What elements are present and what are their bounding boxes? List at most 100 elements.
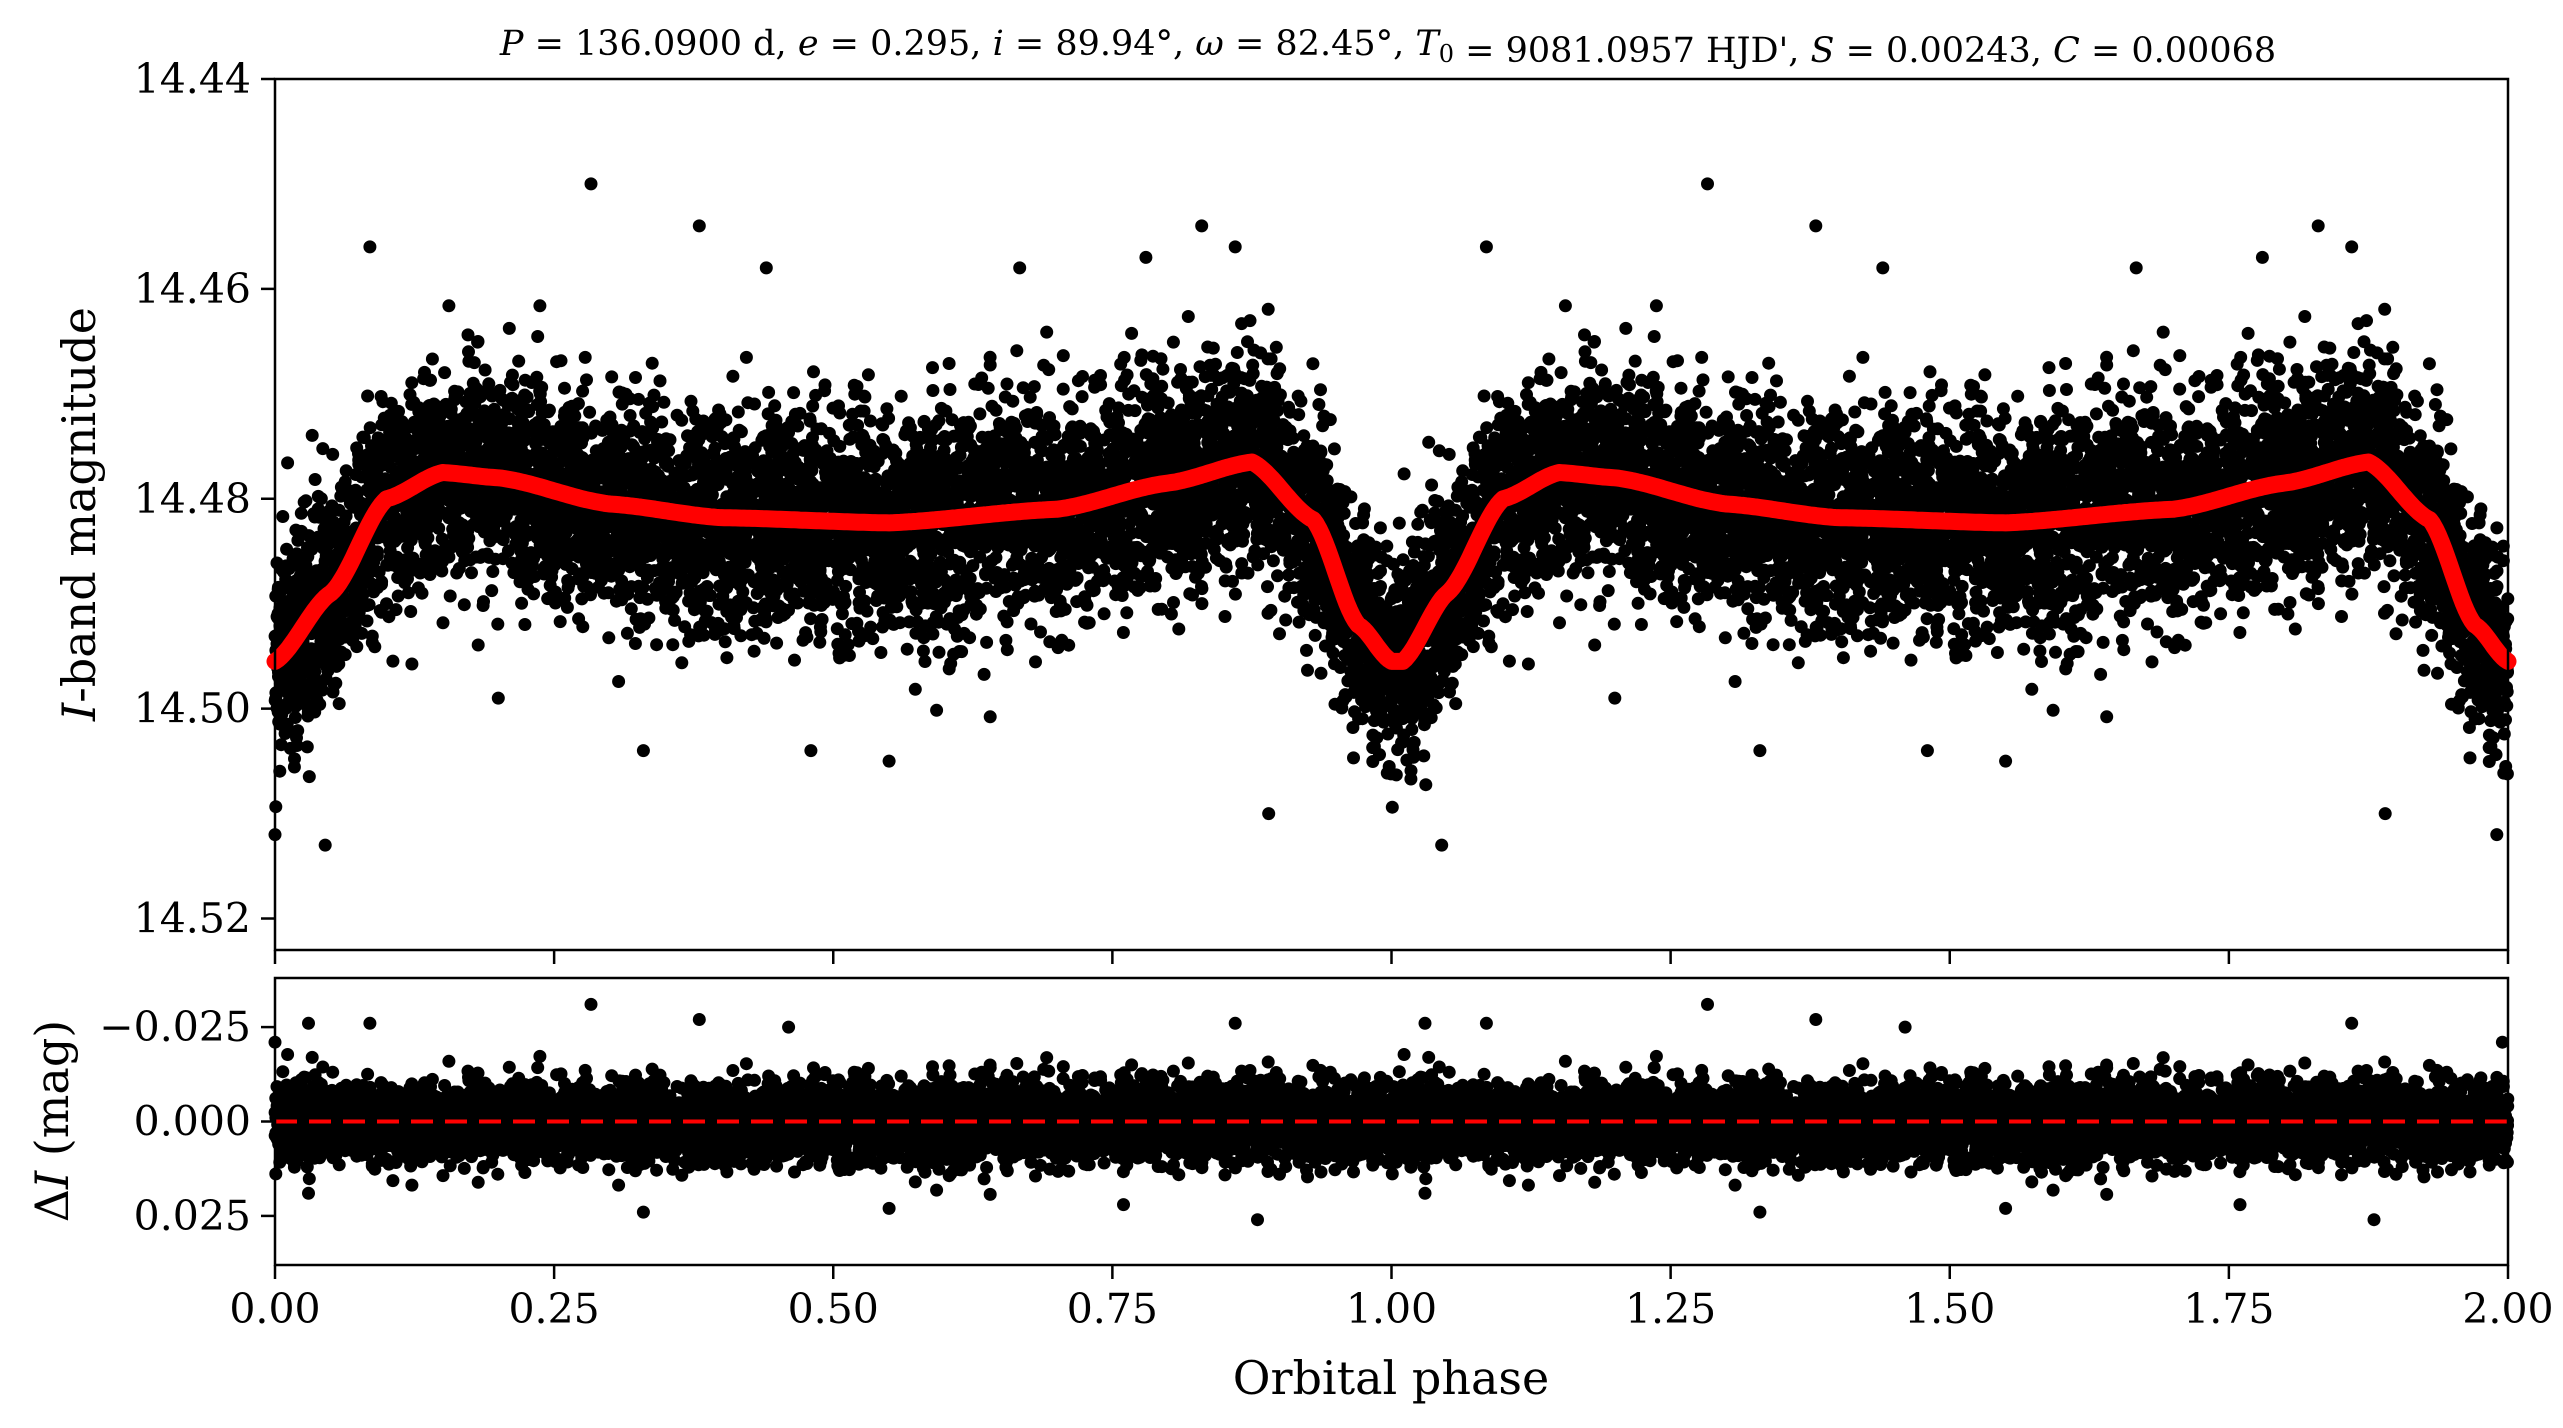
data-point — [478, 363, 492, 377]
data-point — [1261, 580, 1274, 594]
data-point — [1425, 478, 1439, 492]
data-point — [2347, 346, 2361, 359]
data-point — [1166, 335, 1180, 349]
data-point — [2416, 643, 2430, 657]
data-point — [2428, 398, 2442, 411]
data-point — [1634, 618, 1648, 631]
data-point — [1721, 370, 1735, 384]
data-point — [1040, 325, 1054, 339]
data-point — [973, 407, 987, 421]
data-point — [1595, 363, 1609, 377]
data-point — [2025, 682, 2039, 696]
data-point — [966, 559, 980, 573]
data-point — [1327, 442, 1341, 456]
data-point — [2395, 613, 2409, 627]
data-point — [476, 599, 490, 612]
data-point — [2417, 663, 2431, 677]
data-point — [485, 584, 499, 598]
data-point — [305, 428, 319, 442]
data-point — [1218, 610, 1232, 623]
data-point — [2192, 390, 2206, 404]
data-point — [1422, 435, 1436, 449]
data-point — [2117, 377, 2130, 391]
data-point — [963, 631, 977, 645]
data-point — [2082, 559, 2096, 573]
data-point — [1314, 383, 1327, 397]
data-point — [2156, 325, 2170, 339]
data-point — [2377, 580, 2391, 594]
data-point — [1056, 349, 1070, 363]
data-point — [401, 586, 415, 600]
data-point — [1235, 317, 1249, 331]
data-point — [1071, 374, 1085, 388]
data-point — [2011, 389, 2025, 403]
data-point — [1601, 584, 1615, 598]
data-point — [1649, 299, 1663, 313]
data-point — [2383, 554, 2397, 568]
data-point — [1952, 607, 1966, 621]
data-point — [2173, 349, 2187, 363]
data-point — [1380, 539, 1394, 553]
data-point — [2283, 335, 2297, 349]
data-point — [2079, 631, 2093, 645]
data-point — [748, 441, 762, 455]
data-point — [835, 607, 849, 621]
data-point — [818, 378, 832, 392]
data-point — [1554, 366, 1568, 380]
data-point — [1396, 553, 1410, 567]
data-point — [1588, 638, 1602, 652]
data-point — [2430, 383, 2444, 397]
data-point — [894, 389, 908, 403]
data-point — [1271, 569, 1284, 583]
data-point — [1904, 653, 1918, 667]
data-point — [1692, 620, 1706, 634]
data-point — [491, 617, 505, 631]
data-point — [2145, 655, 2159, 669]
data-point — [471, 638, 485, 652]
data-point — [533, 299, 547, 313]
data-point — [438, 366, 452, 380]
data-point — [404, 605, 418, 618]
data-point — [629, 371, 642, 384]
data-point — [1056, 382, 1070, 396]
data-point — [1865, 441, 1879, 455]
data-point — [1581, 566, 1595, 580]
data-point — [1593, 599, 1607, 612]
data-point — [1312, 398, 1326, 411]
data-point — [926, 361, 939, 375]
data-point — [518, 618, 532, 631]
data-point — [1660, 578, 1674, 592]
data-point — [1228, 587, 1242, 601]
data-point — [942, 357, 956, 370]
data-point — [2096, 635, 2110, 649]
data-point — [1029, 655, 1042, 669]
data-point — [2042, 361, 2056, 375]
data-point — [1385, 800, 1399, 814]
data-point — [2188, 374, 2202, 388]
data-point — [1607, 617, 1621, 631]
data-point — [2345, 587, 2359, 601]
data-point — [1397, 467, 1411, 481]
data-point — [1300, 643, 1313, 657]
data-point — [739, 350, 753, 364]
data-point — [386, 654, 400, 668]
data-point — [281, 456, 295, 470]
data-point — [2335, 610, 2348, 623]
data-point — [1990, 646, 2004, 659]
data-point — [1000, 377, 1014, 391]
data-point — [280, 542, 294, 556]
data-point — [2351, 317, 2365, 331]
data-point — [1502, 654, 1516, 668]
data-point — [605, 370, 619, 384]
data-point — [1745, 371, 1759, 384]
data-point — [908, 682, 922, 696]
data-point — [1856, 350, 1870, 364]
data-point — [980, 635, 994, 649]
data-point — [2214, 607, 2228, 621]
data-point — [2173, 382, 2187, 396]
data-point — [543, 578, 557, 592]
data-point — [653, 374, 667, 388]
data-point — [1230, 346, 1244, 359]
data-point — [2059, 357, 2073, 370]
